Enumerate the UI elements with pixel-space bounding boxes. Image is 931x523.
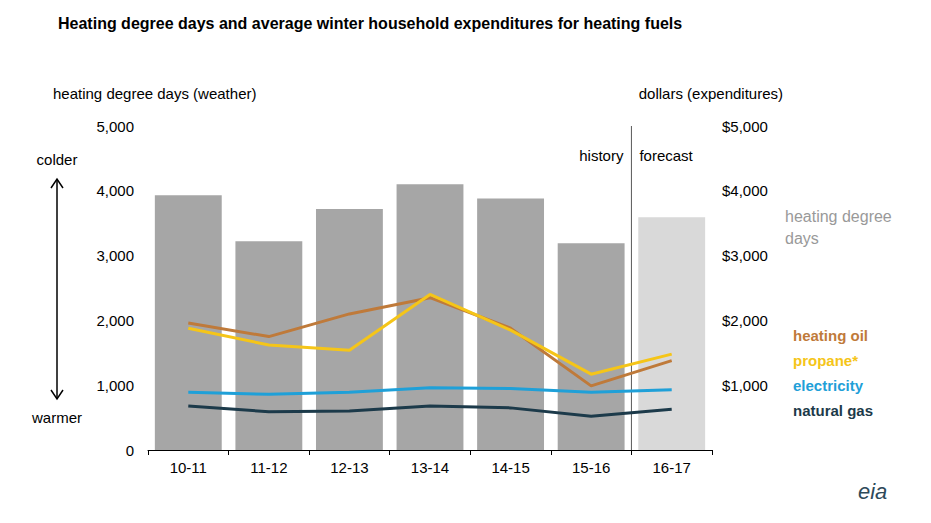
svg-text:$1,000: $1,000 xyxy=(722,377,768,394)
svg-text:10-11: 10-11 xyxy=(170,459,207,476)
svg-text:electricity: electricity xyxy=(793,377,864,394)
svg-text:12-13: 12-13 xyxy=(330,459,368,476)
svg-text:13-14: 13-14 xyxy=(411,459,449,476)
svg-text:14-15: 14-15 xyxy=(491,459,529,476)
svg-text:history: history xyxy=(579,147,624,164)
svg-text:3,000: 3,000 xyxy=(96,247,134,264)
svg-text:eia: eia xyxy=(858,479,887,504)
svg-text:16-17: 16-17 xyxy=(653,459,691,476)
svg-text:5,000: 5,000 xyxy=(96,118,134,135)
svg-text:heating degree: heating degree xyxy=(785,208,896,225)
svg-text:dollars (expenditures): dollars (expenditures) xyxy=(639,85,783,102)
svg-text:4,000: 4,000 xyxy=(96,182,134,199)
svg-text:propane*: propane* xyxy=(793,352,858,369)
svg-text:$2,000: $2,000 xyxy=(722,312,768,329)
svg-text:$5,000: $5,000 xyxy=(722,118,768,135)
svg-text:warmer: warmer xyxy=(31,409,82,426)
svg-text:colder: colder xyxy=(37,151,78,168)
svg-text:forecast: forecast xyxy=(639,147,693,164)
svg-text:15-16: 15-16 xyxy=(572,459,610,476)
svg-text:heating oil: heating oil xyxy=(793,327,868,344)
svg-text:2,000: 2,000 xyxy=(96,312,134,329)
svg-text:1,000: 1,000 xyxy=(96,377,134,394)
svg-text:Heating degree days and averag: Heating degree days and average winter h… xyxy=(58,15,682,32)
svg-text:days: days xyxy=(785,230,819,247)
svg-text:natural gas: natural gas xyxy=(793,402,873,419)
svg-text:11-12: 11-12 xyxy=(250,459,287,476)
svg-text:$4,000: $4,000 xyxy=(722,182,768,199)
svg-text:heating degree days (weather): heating degree days (weather) xyxy=(53,85,256,102)
svg-text:0: 0 xyxy=(126,442,134,459)
svg-text:$3,000: $3,000 xyxy=(722,247,768,264)
